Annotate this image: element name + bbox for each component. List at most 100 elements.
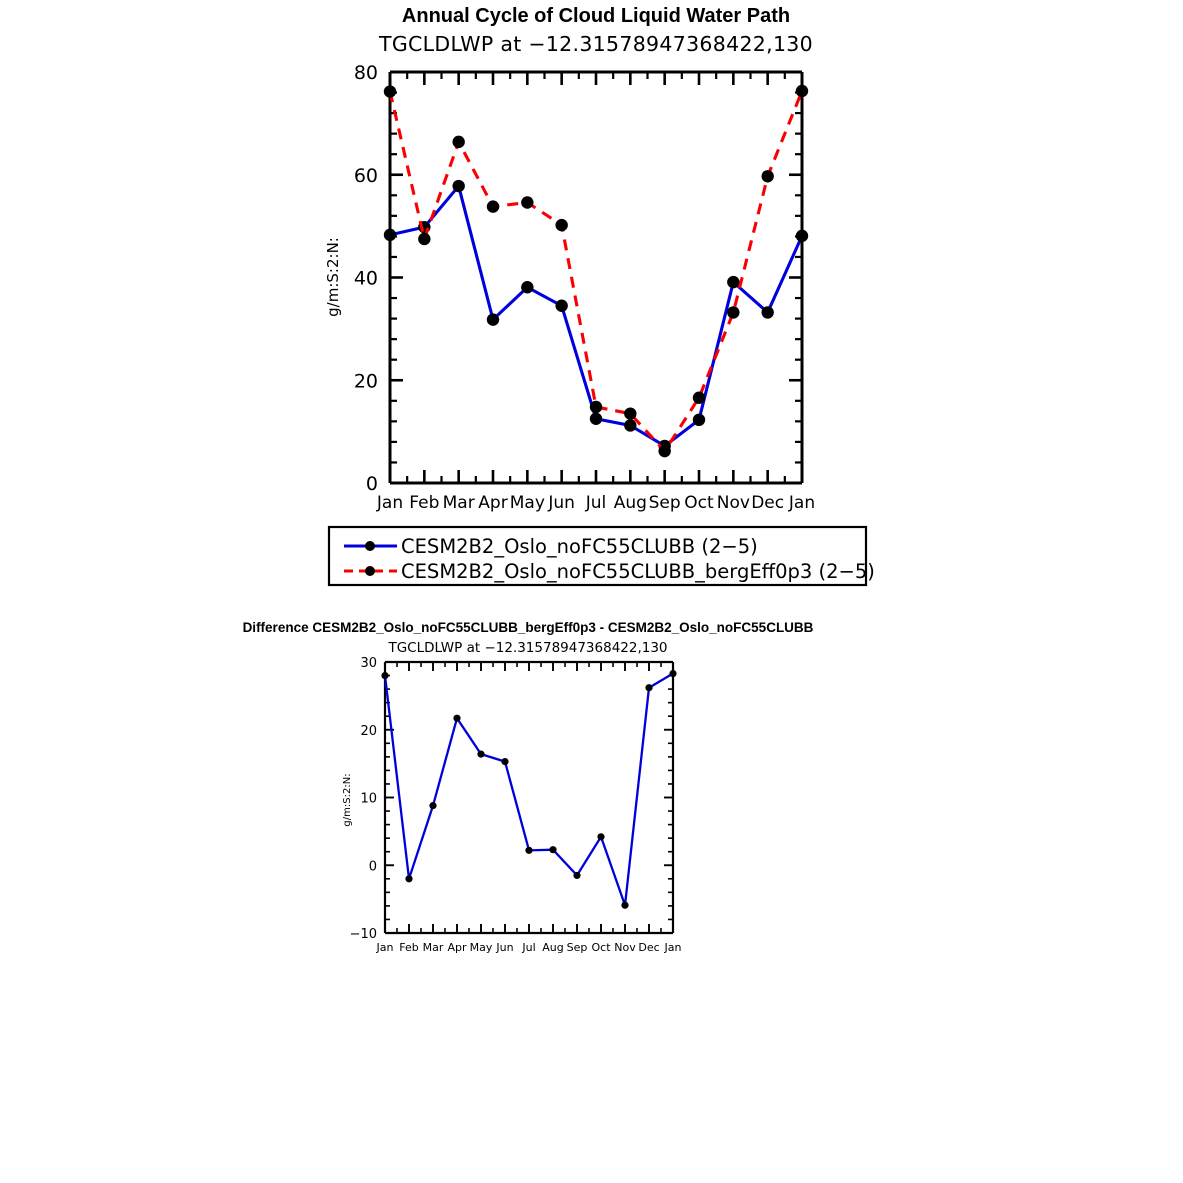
data-point-marker (761, 170, 774, 183)
data-point-marker (418, 232, 431, 246)
data-point-marker (624, 407, 637, 420)
x-tick-label: Nov (614, 941, 636, 954)
data-point-marker (727, 306, 740, 319)
data-point-marker (549, 846, 557, 854)
x-tick-label: Oct (591, 941, 611, 954)
x-tick-label: Jun (547, 493, 575, 513)
y-tick-label: 10 (360, 792, 377, 807)
main-x-tick-labels: Jan Feb Mar Apr May Jun Jul Aug Sep Oct Nov Dec Jan (376, 493, 815, 513)
diff-chart-title: Difference CESM2B2_Oslo_noFC55CLUBB_berg… (243, 620, 814, 635)
diff-x-tick-labels: Jan Feb Mar Apr May Jun Jul Aug Sep Oct Nov Dec Jan (376, 941, 682, 954)
main-chart-subtitle: TGCLDLWP at −12.31578947368422,130 (378, 32, 813, 56)
x-tick-label: Feb (409, 493, 439, 513)
legend-swatch-marker-series2 (365, 566, 375, 576)
data-point-marker (525, 846, 533, 854)
data-point-marker (645, 684, 653, 692)
data-point-marker (452, 135, 465, 149)
x-tick-label: Jan (376, 941, 394, 954)
legend-label-series2: CESM2B2_Oslo_noFC55CLUBB_bergEff0p3 (2−5… (401, 560, 875, 583)
series-line-2 (388, 90, 804, 454)
data-point-marker (486, 200, 500, 213)
data-point-marker (486, 313, 500, 326)
data-point-marker (383, 228, 397, 242)
data-point-marker (521, 196, 534, 209)
x-tick-label: May (470, 941, 493, 954)
data-point-marker (761, 306, 774, 319)
diff-plot-ticks (384, 661, 674, 934)
data-point-marker (477, 750, 485, 758)
x-tick-label: Sep (649, 493, 681, 513)
data-point-marker (624, 419, 637, 432)
diff-chart-subtitle: TGCLDLWP at −12.31578947368422,130 (387, 640, 667, 656)
data-point-marker (669, 669, 677, 678)
legend-label-series1: CESM2B2_Oslo_noFC55CLUBB (2−5) (401, 535, 758, 558)
y-tick-label: 30 (360, 656, 377, 671)
diff-y-axis-label: g/m:S:2:N: (342, 773, 353, 826)
x-tick-label: Sep (567, 941, 588, 954)
legend-box (327, 525, 868, 587)
y-tick-label: 20 (354, 370, 378, 392)
data-point-marker (795, 84, 809, 98)
main-chart-title: Annual Cycle of Cloud Liquid Water Path (402, 5, 790, 27)
y-tick-label: 60 (354, 165, 378, 187)
legend-entry-series2[interactable]: CESM2B2_Oslo_noFC55CLUBB_bergEff0p3 (2−5… (344, 560, 875, 583)
data-point-marker (521, 281, 534, 294)
data-point-marker (383, 85, 397, 98)
y-tick-label: 40 (354, 268, 378, 290)
x-tick-label: Jul (521, 941, 535, 954)
x-tick-label: May (510, 493, 545, 513)
main-plot-series (383, 84, 809, 458)
main-y-tick-labels: 0 20 40 60 80 (354, 62, 378, 495)
data-point-marker (555, 299, 568, 312)
x-tick-label: Dec (751, 493, 784, 513)
data-point-marker (727, 275, 740, 289)
x-tick-label: Dec (638, 941, 659, 954)
data-point-marker (452, 179, 465, 193)
diff-y-tick-labels: −10 0 10 20 30 (350, 656, 377, 942)
x-tick-label: Aug (542, 941, 563, 954)
data-point-marker (795, 229, 809, 243)
data-point-marker (658, 444, 671, 458)
y-tick-label: 80 (354, 62, 378, 84)
data-point-marker (597, 833, 605, 841)
data-point-marker (453, 714, 461, 722)
y-tick-label: 20 (360, 724, 377, 739)
data-point-marker (589, 400, 603, 414)
series-line-1 (383, 672, 674, 906)
diff-plot-frame (383, 660, 675, 935)
x-tick-label: Jan (376, 493, 403, 513)
main-plot-ticks (388, 70, 804, 485)
x-tick-label: Apr (478, 493, 507, 513)
data-point-marker (381, 671, 389, 680)
data-point-marker (589, 412, 603, 425)
data-point-marker (405, 875, 413, 883)
x-tick-label: Jul (585, 493, 607, 513)
y-tick-label: −10 (350, 927, 377, 942)
x-tick-label: Feb (399, 941, 418, 954)
x-tick-label: Apr (447, 941, 467, 954)
y-tick-label: 0 (366, 473, 378, 495)
data-point-marker (692, 413, 706, 427)
x-tick-label: Jan (664, 941, 682, 954)
y-tick-label: 0 (369, 859, 377, 874)
x-tick-label: Jun (495, 941, 513, 954)
legend-entry-series1[interactable]: CESM2B2_Oslo_noFC55CLUBB (2−5) (344, 535, 758, 558)
x-tick-label: Nov (717, 493, 750, 513)
legend: CESM2B2_Oslo_noFC55CLUBB (2−5) CESM2B2_O… (327, 525, 875, 587)
x-tick-label: Jan (788, 493, 815, 513)
data-point-marker (621, 901, 629, 909)
x-tick-label: Mar (443, 493, 475, 513)
data-point-marker (555, 218, 568, 232)
x-tick-label: Oct (684, 493, 714, 513)
data-point-marker (573, 871, 581, 880)
data-point-marker (501, 757, 509, 766)
legend-swatch-marker-series1 (365, 541, 375, 551)
data-point-marker (692, 391, 706, 404)
main-y-axis-label: g/m:S:2:N: (324, 237, 342, 317)
x-tick-label: Aug (614, 493, 647, 513)
data-point-marker (429, 802, 437, 810)
diff-plot-series (381, 669, 677, 909)
x-tick-label: Mar (423, 941, 444, 954)
